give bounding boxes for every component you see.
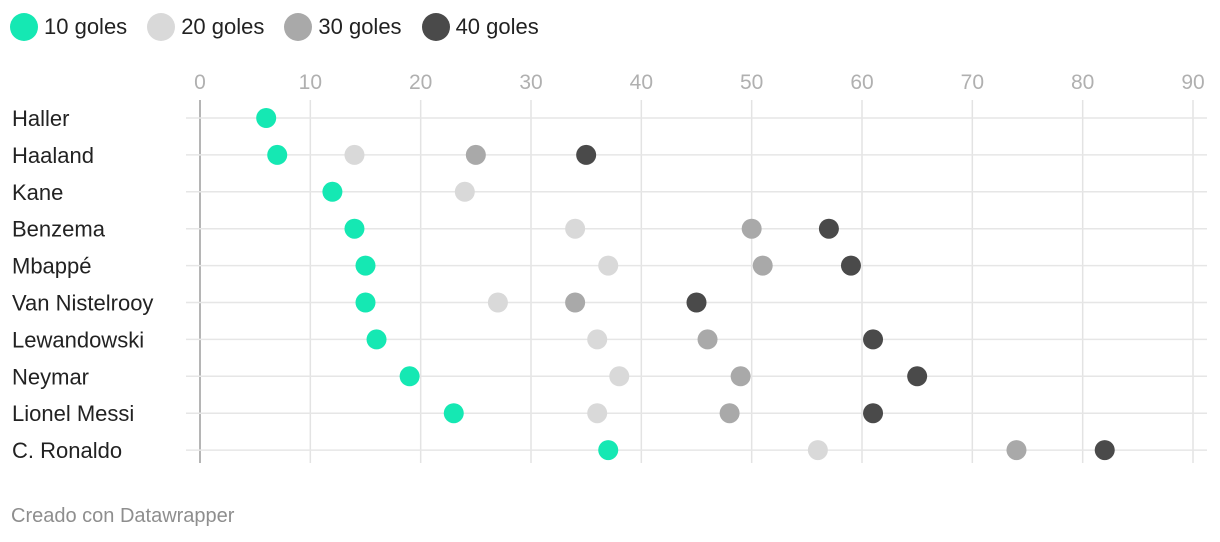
data-point-30-goles-4 [752, 255, 773, 276]
legend-swatch-30-goles [284, 13, 313, 41]
data-point-40-goles-3 [818, 218, 839, 239]
data-point-40-goles-4 [840, 255, 861, 276]
legend-label-20-goles: 20 goles [181, 14, 265, 39]
x-tick-label-90: 90 [1181, 71, 1204, 94]
x-tick-label-10: 10 [299, 71, 322, 94]
legend-item-10-goles: 10 goles [10, 13, 127, 41]
data-point-10-goles-7 [399, 366, 420, 387]
category-label: Benzema [12, 217, 106, 242]
chart-legend: 10 goles 20 goles 30 goles 40 goles [10, 10, 559, 44]
x-axis-ticks: 0 10 20 30 40 50 60 70 80 90 [194, 71, 1205, 94]
x-tick-label-80: 80 [1071, 71, 1094, 94]
x-tick-label-60: 60 [850, 71, 873, 94]
category-label: Van Nistelrooy [12, 291, 153, 316]
data-point-10-goles-6 [366, 329, 387, 350]
legend-item-30-goles: 30 goles [284, 13, 402, 41]
data-point-30-goles-1 [465, 144, 486, 165]
data-point-30-goles-7 [730, 366, 751, 387]
data-point-40-goles-5 [686, 292, 707, 313]
data-point-10-goles-4 [355, 255, 376, 276]
data-point-40-goles-8 [863, 403, 884, 424]
x-tick-label-70: 70 [961, 71, 984, 94]
legend-swatch-10-goles [10, 13, 38, 41]
data-point-30-goles-6 [697, 329, 718, 350]
data-point-30-goles-3 [741, 218, 762, 239]
x-tick-label-40: 40 [630, 71, 653, 94]
gridlines [199, 100, 1194, 463]
footer-credit: Creado con Datawrapper [11, 505, 235, 527]
data-point-40-goles-6 [863, 329, 884, 350]
data-point-10-goles-8 [443, 403, 464, 424]
legend-item-20-goles: 20 goles [147, 13, 264, 41]
row-lines [186, 117, 1207, 451]
category-label: C. Ronaldo [12, 438, 122, 463]
x-tick-label-0: 0 [194, 71, 206, 94]
data-point-20-goles-3 [565, 218, 586, 239]
data-points [256, 108, 1115, 461]
legend-label-30-goles: 30 goles [318, 14, 402, 39]
data-point-20-goles-6 [587, 329, 608, 350]
data-point-20-goles-4 [598, 255, 619, 276]
y-axis-labels: Haller Haaland Kane Benzema Mbappé Van Nistel… [12, 106, 153, 463]
data-point-20-goles-7 [609, 366, 630, 387]
category-label: Lewandowski [12, 327, 144, 352]
data-point-10-goles-5 [355, 292, 376, 313]
data-point-30-goles-9 [1006, 440, 1027, 461]
category-label: Neymar [12, 364, 89, 389]
category-label: Kane [12, 180, 63, 205]
data-point-20-goles-8 [587, 403, 608, 424]
dot-plot-chart: 0 10 20 30 40 50 60 70 80 90 Haller Haaland Kane Ben… [12, 71, 1207, 463]
data-point-20-goles-5 [487, 292, 508, 313]
data-point-10-goles-9 [598, 440, 619, 461]
data-point-40-goles-9 [1094, 440, 1115, 461]
data-point-40-goles-1 [576, 144, 597, 165]
legend-label-10-goles: 10 goles [44, 14, 128, 39]
data-point-20-goles-1 [344, 144, 365, 165]
data-point-30-goles-8 [719, 403, 740, 424]
data-point-40-goles-7 [907, 366, 928, 387]
legend-item-40-goles: 40 goles [421, 13, 539, 41]
data-point-20-goles-2 [454, 181, 475, 202]
category-label: Haller [12, 106, 69, 131]
category-label: Haaland [12, 143, 94, 168]
legend-label-40-goles: 40 goles [455, 14, 539, 39]
x-tick-label-30: 30 [519, 71, 542, 94]
data-point-20-goles-9 [807, 440, 828, 461]
data-point-10-goles-2 [322, 181, 343, 202]
legend-swatch-40-goles [421, 13, 450, 41]
data-point-10-goles-3 [344, 218, 365, 239]
x-tick-label-50: 50 [740, 71, 763, 94]
x-tick-label-20: 20 [409, 71, 432, 94]
legend-swatch-20-goles [147, 13, 176, 41]
category-label: Lionel Messi [12, 401, 134, 426]
data-point-30-goles-5 [565, 292, 586, 313]
category-label: Mbappé [12, 254, 92, 279]
data-point-10-goles-0 [256, 108, 277, 128]
data-point-10-goles-1 [267, 144, 288, 165]
